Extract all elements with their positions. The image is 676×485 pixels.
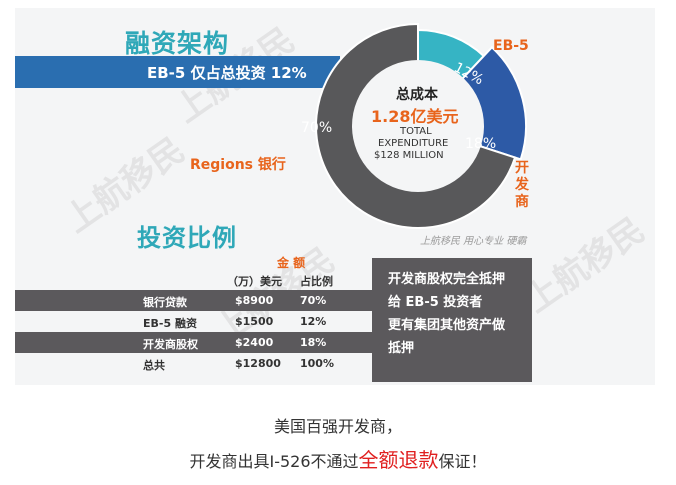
note-line: 开发商股权完全抵押: [388, 272, 506, 287]
row-percent: 18%: [300, 336, 327, 349]
investment-ratio-title: 投资比例: [137, 224, 237, 252]
row-amount: $12800: [235, 357, 281, 370]
expenditure-donut-chart: [315, 22, 527, 229]
caption-line-1: 美国百强开发商，: [273, 417, 402, 436]
label-regions-bank: Regions 银行: [190, 157, 286, 173]
row-percent: 12%: [300, 315, 327, 328]
investment-table: （万）美元 占比例 银行贷款 $8900 70% EB-5 融资 $1500 1…: [15, 269, 373, 374]
collateral-note-box: 开发商股权完全抵押 给 EB-5 投资者 更有集团其他资产做 抵押: [372, 258, 532, 382]
label-developer: 开发商: [515, 160, 529, 210]
note-line: 更有集团其他资产做: [388, 318, 506, 333]
caption-line-2: 开发商出具I-526不通过全额退款保证！: [0, 444, 676, 473]
eb5-share-banner: EB-5 仅占总投资 12%: [15, 56, 340, 88]
table-row: 银行贷款 $8900 70%: [15, 290, 373, 311]
center-total-en1: TOTAL: [400, 126, 432, 137]
financing-structure-title: 融资架构: [125, 29, 230, 58]
table-row: 总共 $12800 100%: [15, 353, 373, 374]
center-total-en3: $128 MILLION: [374, 150, 444, 161]
donut-hole: [352, 60, 484, 192]
col-percent-header: 占比例: [300, 275, 333, 288]
row-amount: $1500: [235, 315, 274, 328]
row-name: EB-5 融资: [143, 317, 197, 330]
center-total-en2: EXPENDITURE: [378, 138, 449, 149]
infographic-panel: 上航移民 上航移民 上航移民 上航移民 融资架构 EB-5 仅占总投资 12% …: [15, 8, 655, 385]
row-percent: 70%: [300, 294, 327, 307]
table-header-row: （万）美元 占比例: [15, 269, 373, 290]
center-total-cost: 总成本: [396, 87, 438, 103]
segment-bank-percent: 70%: [301, 120, 333, 136]
segment-developer-percent: 18%: [465, 136, 497, 152]
caption-suffix: 保证！: [438, 452, 487, 471]
caption-prefix: 开发商出具I-526不通过: [189, 452, 359, 471]
amount-group-header: 金 额: [277, 256, 306, 270]
row-percent: 100%: [300, 357, 334, 370]
row-name: 开发商股权: [143, 338, 198, 351]
table-row: EB-5 融资 $1500 12%: [15, 311, 373, 332]
col-unit-header: （万）美元: [227, 275, 282, 288]
row-amount: $8900: [235, 294, 274, 307]
row-name: 银行贷款: [143, 296, 187, 309]
center-total-amount: 1.28亿美元: [371, 107, 459, 126]
table-row: 开发商股权 $2400 18%: [15, 332, 373, 353]
label-eb5: EB-5: [493, 38, 529, 54]
note-line: 给 EB-5 投资者: [388, 295, 483, 310]
row-name: 总共: [143, 359, 165, 372]
full-refund-highlight: 全额退款: [358, 448, 439, 472]
slogan: 上航移民 用心专业 硬霸: [420, 236, 527, 247]
eb5-share-text: EB-5 仅占总投资 12%: [147, 64, 307, 82]
note-line: 抵押: [388, 341, 415, 356]
row-amount: $2400: [235, 336, 274, 349]
